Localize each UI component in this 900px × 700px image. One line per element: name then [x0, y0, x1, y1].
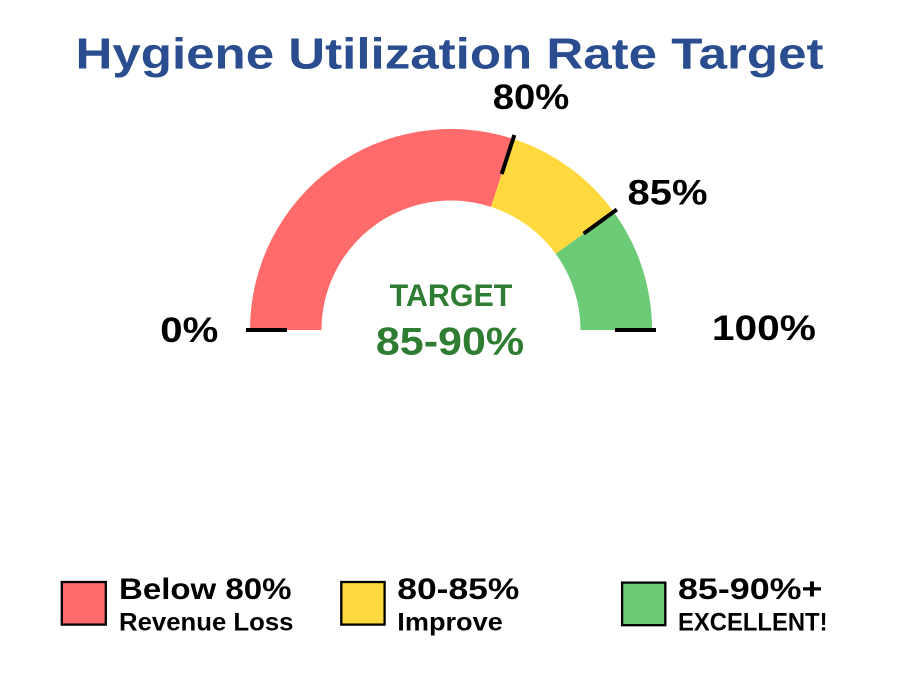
svg-text:0%: 0% [160, 310, 218, 350]
svg-text:EXCELLENT!: EXCELLENT! [678, 609, 828, 637]
svg-text:Hygiene Utilization Rate Targe: Hygiene Utilization Rate Target [76, 31, 824, 79]
svg-text:Improve: Improve [397, 609, 503, 637]
svg-text:80%: 80% [493, 77, 570, 117]
svg-text:85%: 85% [628, 173, 708, 213]
svg-text:85-90%: 85-90% [376, 320, 524, 363]
svg-text:80-85%: 80-85% [397, 573, 519, 606]
svg-text:TARGET: TARGET [390, 277, 513, 313]
svg-text:Below 80%: Below 80% [119, 573, 292, 606]
svg-text:Revenue Loss: Revenue Loss [119, 609, 294, 637]
svg-text:100%: 100% [712, 308, 816, 348]
svg-text:85-90%+: 85-90%+ [678, 573, 823, 606]
